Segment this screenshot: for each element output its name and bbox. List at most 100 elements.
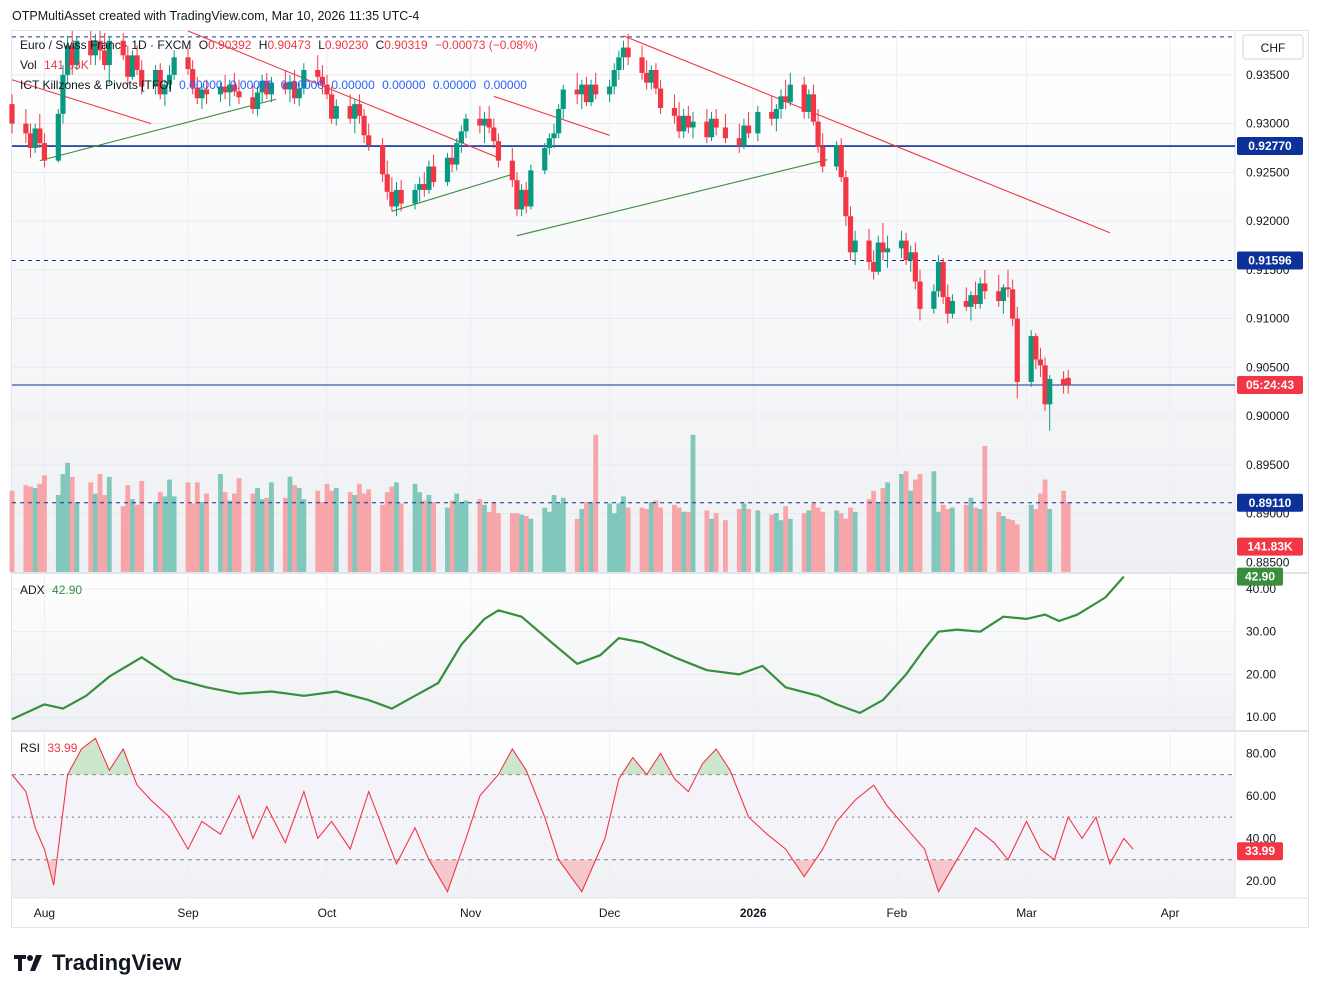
candle[interactable] bbox=[217, 82, 224, 103]
candle[interactable] bbox=[838, 138, 844, 183]
candle[interactable] bbox=[509, 147, 515, 187]
candle[interactable] bbox=[417, 177, 423, 202]
candle[interactable] bbox=[644, 60, 650, 90]
candle[interactable] bbox=[352, 99, 358, 134]
candle[interactable] bbox=[722, 113, 729, 144]
candle[interactable] bbox=[190, 60, 196, 95]
candle[interactable] bbox=[463, 113, 469, 139]
candle[interactable] bbox=[97, 31, 103, 61]
candle[interactable] bbox=[778, 89, 784, 119]
candle[interactable] bbox=[671, 94, 678, 124]
candle[interactable] bbox=[593, 72, 599, 100]
candle[interactable] bbox=[398, 180, 404, 212]
candle[interactable] bbox=[713, 108, 719, 136]
candle[interactable] bbox=[41, 133, 48, 168]
candle[interactable] bbox=[755, 106, 761, 142]
candle[interactable] bbox=[199, 84, 205, 109]
candle[interactable] bbox=[88, 31, 94, 66]
candle[interactable] bbox=[745, 111, 752, 139]
candle[interactable] bbox=[843, 170, 849, 226]
candle[interactable] bbox=[523, 182, 529, 214]
candle[interactable] bbox=[102, 32, 108, 70]
rsi-axis[interactable]: 80.00 60.00 40.00 20.00 33.99 bbox=[1237, 746, 1283, 888]
candle[interactable] bbox=[588, 79, 594, 107]
candle[interactable] bbox=[815, 108, 821, 153]
candle[interactable] bbox=[1014, 306, 1020, 399]
candle[interactable] bbox=[880, 223, 886, 261]
candle[interactable] bbox=[528, 164, 534, 210]
candle[interactable] bbox=[491, 118, 497, 148]
candle[interactable] bbox=[773, 104, 779, 132]
candle[interactable] bbox=[977, 277, 983, 309]
candle[interactable] bbox=[203, 79, 210, 105]
candle[interactable] bbox=[912, 242, 918, 290]
candle[interactable] bbox=[620, 40, 627, 70]
candle[interactable] bbox=[153, 65, 159, 95]
candle[interactable] bbox=[514, 172, 520, 217]
candle[interactable] bbox=[690, 111, 696, 139]
candle[interactable] bbox=[231, 72, 237, 97]
candle[interactable] bbox=[653, 63, 659, 95]
candle[interactable] bbox=[74, 35, 80, 70]
candle[interactable] bbox=[282, 69, 288, 95]
rsi-line[interactable] bbox=[11, 737, 1134, 893]
candle[interactable] bbox=[556, 104, 562, 139]
candle[interactable] bbox=[268, 76, 275, 103]
trendline[interactable] bbox=[187, 30, 499, 159]
candle[interactable] bbox=[1037, 347, 1044, 378]
candle[interactable] bbox=[1028, 330, 1034, 387]
candle[interactable] bbox=[708, 111, 715, 142]
candle[interactable] bbox=[681, 108, 687, 139]
candle[interactable] bbox=[783, 79, 789, 109]
candle[interactable] bbox=[139, 60, 145, 95]
candle[interactable] bbox=[1060, 371, 1067, 394]
candle[interactable] bbox=[917, 269, 923, 321]
candle[interactable] bbox=[1005, 269, 1011, 298]
candle[interactable] bbox=[949, 294, 956, 319]
candle[interactable] bbox=[769, 96, 775, 126]
candle[interactable] bbox=[264, 72, 270, 100]
candle[interactable] bbox=[426, 160, 432, 194]
candle[interactable] bbox=[55, 108, 61, 163]
candle[interactable] bbox=[616, 50, 622, 80]
trendline[interactable] bbox=[11, 79, 152, 125]
candle[interactable] bbox=[968, 291, 974, 321]
candle[interactable] bbox=[611, 63, 617, 95]
candle[interactable] bbox=[866, 228, 872, 270]
candle[interactable] bbox=[171, 50, 177, 80]
candle[interactable] bbox=[389, 177, 395, 212]
candle[interactable] bbox=[982, 269, 988, 300]
candle[interactable] bbox=[903, 232, 909, 265]
candle[interactable] bbox=[996, 274, 1002, 307]
candle[interactable] bbox=[69, 31, 75, 75]
candle[interactable] bbox=[393, 182, 400, 217]
candle[interactable] bbox=[319, 65, 325, 95]
trendline[interactable] bbox=[493, 95, 610, 136]
candle[interactable] bbox=[380, 138, 386, 183]
candle[interactable] bbox=[546, 133, 552, 155]
candle[interactable] bbox=[222, 74, 228, 100]
candle[interactable] bbox=[254, 86, 261, 116]
candle[interactable] bbox=[162, 79, 168, 107]
candle[interactable] bbox=[1010, 279, 1016, 327]
tradingview-logo[interactable]: TradingView bbox=[14, 950, 181, 976]
candle[interactable] bbox=[898, 230, 905, 259]
candle[interactable] bbox=[908, 245, 914, 272]
candle[interactable] bbox=[454, 138, 460, 171]
candle[interactable] bbox=[444, 152, 451, 186]
candle[interactable] bbox=[458, 125, 464, 153]
candle[interactable] bbox=[1065, 369, 1071, 394]
candle[interactable] bbox=[477, 106, 483, 134]
candle[interactable] bbox=[421, 172, 427, 197]
candle[interactable] bbox=[125, 45, 131, 85]
candle[interactable] bbox=[129, 50, 136, 80]
candle[interactable] bbox=[741, 118, 747, 149]
symbol-name[interactable]: Euro / Swiss Franc · 1D · FXCM bbox=[20, 38, 192, 52]
candle[interactable] bbox=[259, 74, 265, 103]
rsi-label[interactable]: RSI bbox=[20, 741, 41, 755]
candle[interactable] bbox=[574, 72, 580, 105]
candle[interactable] bbox=[366, 123, 372, 151]
candle[interactable] bbox=[481, 111, 488, 144]
candle[interactable] bbox=[518, 184, 525, 217]
